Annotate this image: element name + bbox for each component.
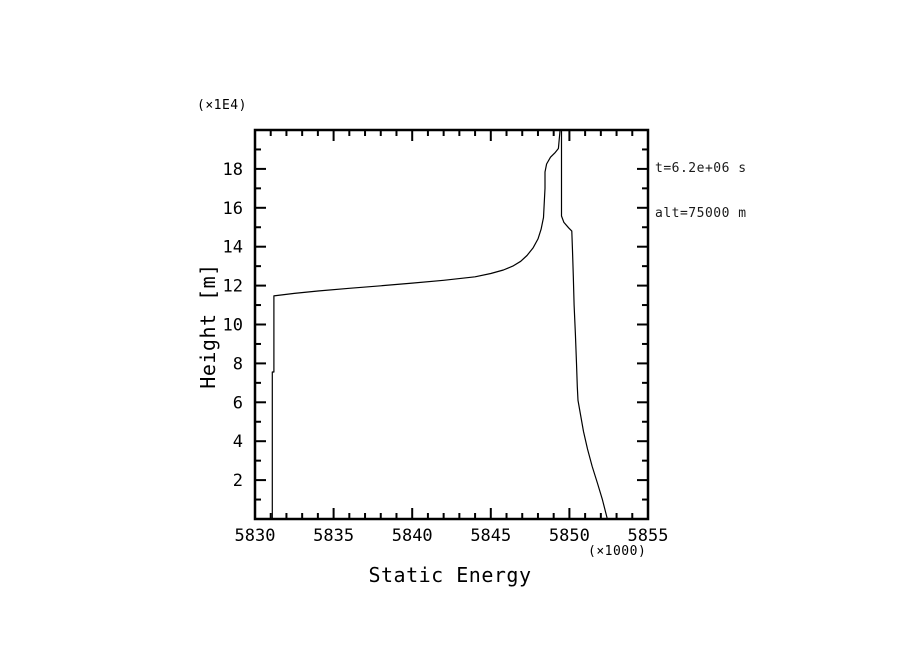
x-axis-multiplier-label: (×1000) bbox=[588, 544, 647, 559]
annotation-altitude: alt=75000 m bbox=[655, 206, 747, 221]
x-tick-label: 5855 bbox=[628, 526, 669, 546]
x-tick-label: 5835 bbox=[313, 526, 354, 546]
y-tick-label: 12 bbox=[223, 277, 243, 297]
x-axis-title: Static Energy bbox=[368, 563, 532, 587]
y-tick-label: 2 bbox=[233, 471, 243, 491]
y-tick-label: 16 bbox=[223, 199, 243, 219]
static-energy-profile-right bbox=[560, 131, 608, 519]
y-tick-label: 10 bbox=[223, 316, 243, 336]
y-tick-label: 14 bbox=[223, 238, 243, 258]
static-energy-profile-left bbox=[271, 130, 561, 518]
x-tick-label: 5850 bbox=[549, 526, 590, 546]
y-tick-label: 6 bbox=[233, 393, 243, 413]
annotation-block: t=6.2e+06 s alt=75000 m bbox=[655, 131, 747, 251]
y-axis-multiplier-label: (×1E4) bbox=[197, 98, 247, 113]
annotation-time: t=6.2e+06 s bbox=[655, 161, 747, 176]
plot-frame bbox=[253, 128, 650, 521]
x-tick-label: 5845 bbox=[470, 526, 511, 546]
y-tick-label: 18 bbox=[223, 160, 243, 180]
y-tick-label: 4 bbox=[233, 432, 243, 452]
x-tick-label: 5840 bbox=[392, 526, 433, 546]
y-tick-label: 8 bbox=[233, 354, 243, 374]
x-tick-label: 5830 bbox=[235, 526, 276, 546]
y-axis-title: Height [m] bbox=[196, 263, 220, 389]
